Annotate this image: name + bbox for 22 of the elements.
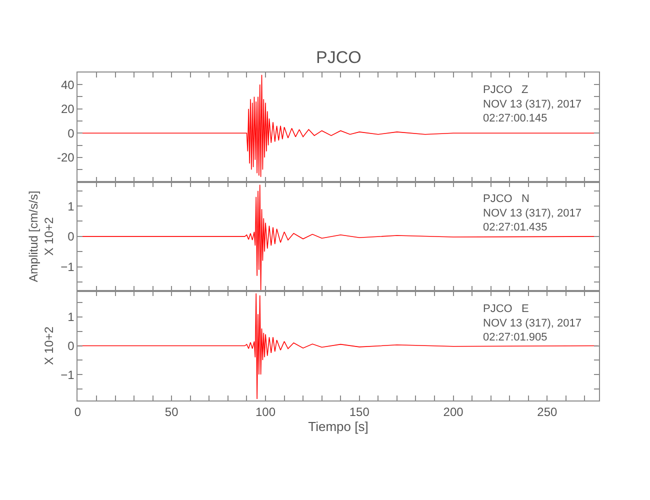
- y-tick-label: 20: [60, 102, 75, 116]
- annotation: PJCO Z NOV 13 (317), 2017 02:27:00.145: [483, 84, 582, 125]
- y-tick-label: 0: [68, 338, 75, 353]
- y-tick-label: 1: [68, 199, 75, 214]
- x-tick-label: 100: [255, 404, 276, 419]
- x-tick-label: 50: [164, 404, 179, 419]
- x-axis-title: Tiempo [s]: [308, 418, 368, 434]
- y-tick-label: 40: [60, 78, 75, 92]
- x-tick-label: 200: [443, 404, 464, 419]
- y-tick-label: 0: [68, 230, 75, 244]
- y-tick-label: −1: [60, 368, 75, 382]
- annotation: PJCO E NOV 13 (317), 2017 02:27:01.905: [483, 303, 582, 344]
- chart-title: PJCO: [316, 48, 362, 67]
- y-tick-label: 0: [68, 126, 75, 140]
- y-axis-title: Amplitud [cm/s/s] X 10+2: [26, 190, 56, 282]
- x-tick-label: 150: [349, 404, 370, 419]
- y-tick-label: 1: [68, 310, 75, 324]
- y-tick-label: −1: [60, 260, 75, 274]
- annotation: PJCO N NOV 13 (317), 2017 02:27:01.435: [483, 193, 582, 234]
- y-axis-title: X 10+2: [42, 326, 56, 365]
- x-tick-label: 250: [537, 404, 558, 419]
- y-tick-label: -20: [56, 150, 75, 165]
